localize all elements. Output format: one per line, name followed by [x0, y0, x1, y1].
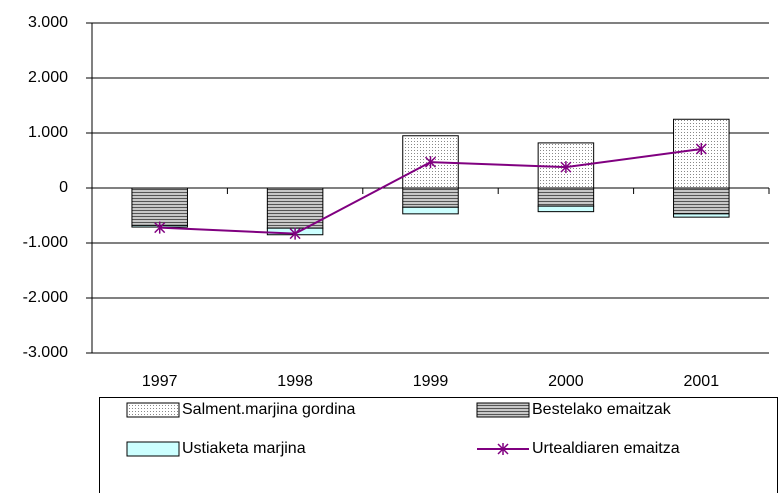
legend-label: Bestelako emaitzak [532, 401, 672, 418]
x-tick-label: 2001 [684, 373, 720, 390]
bar-segment [537, 205, 595, 213]
bar-segment [402, 206, 459, 215]
legend-swatch [126, 441, 180, 457]
bar-segment [402, 187, 459, 208]
legend-swatch [126, 402, 180, 418]
y-tick-label: 0 [59, 179, 68, 196]
y-tick-label: 3.000 [28, 14, 68, 31]
x-tick-label: 1998 [277, 373, 313, 390]
y-tick-label: -1.000 [23, 234, 68, 251]
legend-marker [497, 443, 509, 455]
line-point [289, 227, 301, 240]
legend-swatch [476, 402, 530, 418]
y-tick-label: -3.000 [23, 344, 68, 361]
x-tick-label: 2000 [548, 373, 584, 390]
bar-segment [266, 187, 324, 229]
line-point [424, 156, 437, 169]
line-point [560, 161, 572, 174]
bar-segment [537, 187, 595, 207]
y-tick-label: 2.000 [28, 69, 68, 86]
legend-label: Ustiaketa marjina [182, 440, 306, 457]
line-point [154, 221, 166, 234]
legend-label: Urtealdiaren emaitza [532, 440, 680, 457]
line-point [695, 142, 707, 155]
y-tick-label: -2.000 [23, 289, 68, 306]
bar-segment [131, 187, 188, 226]
bar-segment [673, 213, 730, 218]
legend-box [99, 397, 778, 493]
y-tick-label: 1.000 [28, 124, 68, 141]
x-tick-label: 1997 [142, 373, 178, 390]
bar-segment [673, 187, 730, 215]
legend-label: Salment.marjina gordina [182, 401, 356, 418]
x-tick-label: 1999 [413, 373, 449, 390]
